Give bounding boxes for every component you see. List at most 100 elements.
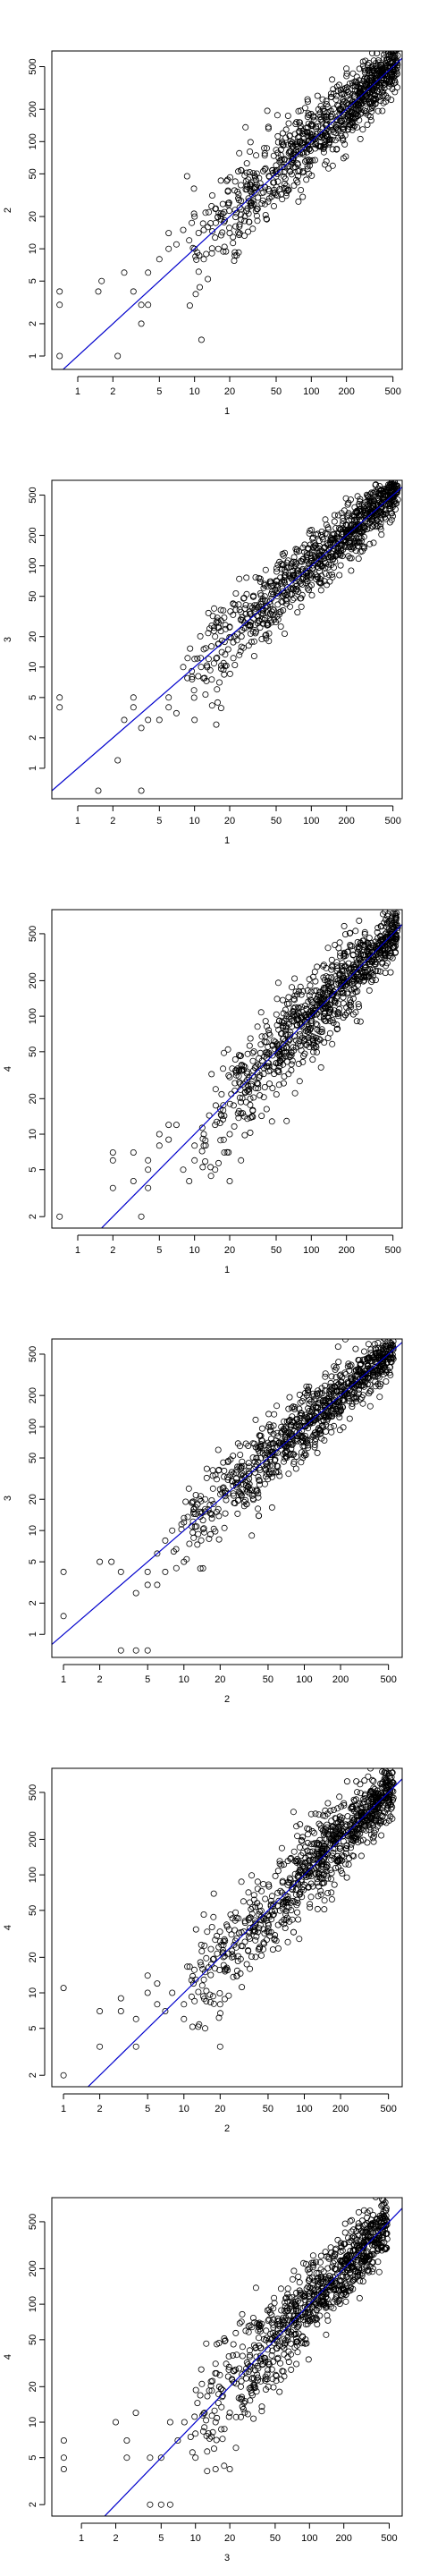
scatter-point [226,1131,233,1138]
scatter-point [195,1988,202,1996]
scatter-point [340,1014,347,1021]
scatter-point [156,1142,163,1149]
scatter-point [195,1530,202,1538]
scatter-point [294,1899,301,1906]
scatter-point [241,1063,248,1071]
scatter-point [316,575,324,582]
scatter-point [209,1993,216,2000]
scatter-point [374,1810,381,1818]
scatter-point [281,157,288,164]
scatter-point [342,153,349,160]
scatter-point [346,966,353,973]
scatter-point [353,82,360,89]
scatter-point [349,90,357,97]
scatter-point [279,164,286,171]
scatter-point [208,191,215,199]
scatter-point [349,1832,356,1839]
scatter-point [248,610,255,617]
scatter-point [359,1826,366,1834]
scatter-point [374,1794,381,1801]
y-axis-label: 4 [3,1925,13,1930]
scatter-point [352,111,359,118]
scatter-point [303,1383,310,1390]
scatter-point [329,146,336,153]
scatter-point [238,1942,245,1949]
scatter-point [214,1932,221,1939]
scatter-point [314,963,321,970]
scatter-point [189,1980,197,1987]
scatter-point [374,504,382,511]
scatter-point [348,567,355,574]
scatter-point [208,2412,215,2419]
scatter-point [315,1028,323,1035]
scatter-point [197,1508,204,1515]
scatter-point [279,598,286,606]
scatter-point [282,1424,289,1431]
scatter-point [273,1429,281,1436]
scatter-point [297,1821,304,1828]
scatter-point [352,1368,359,1375]
scatter-point [256,1444,263,1451]
scatter-point [315,579,323,586]
scatter-point [340,137,347,144]
scatter-point [274,1902,282,1909]
scatter-point [291,1870,299,1877]
scatter-point [256,617,263,624]
scatter-point [301,1450,308,1457]
scatter-point [306,1396,313,1403]
scatter-point [243,590,250,597]
scatter-point [260,1926,267,1933]
scatter-point [315,1820,323,1827]
scatter-point [342,1850,349,1857]
scatter-point [299,168,307,175]
scatter-point [194,655,201,662]
scatter-point [243,169,250,176]
scatter-point [297,123,304,130]
scatter-point [390,1780,397,1787]
scatter-point [240,619,248,626]
scatter-point [236,575,243,582]
scatter-point [246,1470,253,1478]
scatter-point [324,2317,332,2324]
scatter-point [244,1484,251,1491]
scatter-point [275,1067,282,1074]
scatter-point [279,140,286,147]
scatter-point [219,1115,226,1123]
scatter-point [237,182,244,189]
scatter-point [200,1911,207,1918]
scatter-point [328,1406,335,1413]
scatter-point [291,1089,299,1097]
scatter-point [290,1848,298,1855]
scatter-point [181,2015,188,2022]
scatter-point [269,1085,276,1092]
scatter-point [240,1503,248,1510]
scatter-point [209,1956,216,1963]
scatter-point [388,921,395,928]
scatter-point [235,191,242,198]
scatter-point [308,551,315,558]
scatter-point [283,1117,290,1124]
scatter-point [385,1817,392,1824]
scatter-point [203,1997,210,2004]
scatter-point [314,1038,321,1045]
scatter-point [309,1404,316,1411]
scatter-point [386,1772,393,1779]
scatter-point [235,168,242,175]
scatter-point [219,229,226,236]
scatter-point [227,608,234,615]
scatter-point [311,157,318,164]
scatter-point [324,1827,332,1835]
scatter-point [132,1589,139,1597]
scatter-point [280,1010,287,1017]
scatter-point [383,919,391,927]
scatter-point [198,1148,206,1155]
scatter-point [261,1929,268,1936]
scatter-point [276,1472,283,1479]
scatter-point [349,1011,357,1018]
scatter-point [278,597,285,605]
scatter-point [364,510,371,517]
scatter-point [304,585,311,592]
scatter-point [202,691,209,698]
scatter-point [328,1889,335,1896]
